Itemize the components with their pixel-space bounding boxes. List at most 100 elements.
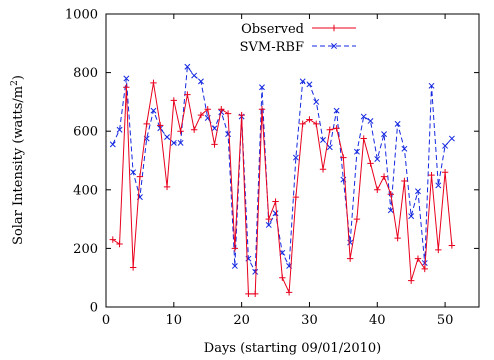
data-point [211, 125, 218, 132]
y-tick-label: 0 [90, 301, 98, 316]
data-point [367, 160, 374, 167]
data-point [333, 125, 340, 132]
y-axis-label-superscript: 2 [10, 80, 20, 86]
series-observed [109, 79, 456, 298]
data-point [150, 79, 157, 87]
data-point [224, 110, 232, 117]
data-point [292, 154, 299, 161]
data-point [231, 245, 239, 252]
legend-marker [331, 43, 337, 49]
data-point [387, 190, 395, 198]
data-point [407, 277, 415, 284]
data-point [190, 126, 198, 133]
data-point [150, 107, 157, 114]
plot-marks [109, 63, 456, 298]
x-tick-label: 0 [102, 313, 110, 328]
data-point [320, 137, 326, 143]
data-point [306, 116, 313, 123]
x-axis-ticks: 0 10 20 30 40 50 [102, 14, 454, 328]
data-point [394, 120, 401, 127]
data-point [401, 145, 408, 152]
data-point [272, 198, 279, 205]
data-point [360, 113, 367, 120]
data-point [129, 264, 137, 271]
data-point [408, 213, 415, 220]
data-point [367, 117, 374, 124]
legend-marker [330, 24, 338, 32]
data-point [109, 141, 116, 148]
y-axis-label: Solar Intensity (watts/m2) [10, 75, 26, 245]
data-point [238, 111, 245, 119]
y-axis-label-main: Solar Intensity (watts/m [11, 86, 26, 245]
data-point [258, 106, 266, 113]
data-point [421, 265, 428, 273]
data-point [252, 290, 259, 298]
y-axis-ticks: 0 200 400 600 800 1000 [65, 8, 479, 316]
data-point [381, 131, 388, 138]
data-point [265, 222, 272, 228]
data-point [428, 82, 435, 89]
data-point [177, 128, 184, 135]
data-point [272, 210, 279, 217]
data-point [225, 131, 232, 138]
data-point [265, 215, 272, 223]
data-point [204, 106, 211, 113]
plot-frame [105, 13, 480, 308]
data-point [435, 182, 442, 189]
data-point [306, 81, 313, 88]
data-point [415, 188, 421, 195]
series-svm-rbf [109, 63, 455, 275]
data-point [197, 111, 205, 119]
data-point [143, 120, 150, 128]
data-point [191, 72, 198, 79]
data-point [116, 240, 123, 248]
data-point [353, 148, 360, 155]
data-point [252, 268, 259, 275]
data-point [340, 154, 347, 161]
data-point [435, 246, 442, 254]
data-point [333, 107, 340, 114]
x-axis-label: Days (starting 09/01/2010) [204, 341, 381, 356]
data-point [123, 84, 130, 91]
data-point [326, 144, 333, 151]
data-point [346, 255, 354, 262]
data-point [414, 255, 422, 262]
data-point [279, 274, 286, 281]
data-point [380, 173, 388, 180]
series-line [112, 65, 453, 274]
data-point [259, 84, 265, 91]
data-point [428, 171, 435, 179]
data-point [231, 263, 238, 269]
y-tick-label: 600 [73, 125, 98, 140]
data-point [326, 126, 333, 133]
x-tick-label: 40 [369, 313, 386, 328]
data-point [245, 290, 252, 298]
data-point [211, 141, 218, 148]
data-point [123, 75, 130, 82]
y-tick-label: 200 [73, 242, 98, 257]
legend-label: Observed [241, 22, 304, 37]
data-point [116, 126, 123, 133]
data-point [109, 236, 116, 243]
data-point [347, 239, 354, 246]
data-point [292, 193, 300, 201]
data-point [448, 135, 455, 142]
legend-label: SVM-RBF [240, 40, 304, 55]
data-point [448, 242, 456, 249]
data-point [136, 173, 144, 180]
data-point [299, 78, 306, 85]
data-point [130, 169, 137, 176]
y-tick-label: 400 [73, 183, 98, 198]
data-point [401, 177, 408, 185]
legend: Observed SVM-RBF [240, 22, 356, 55]
data-point [353, 215, 361, 223]
data-point [285, 289, 293, 296]
data-point [441, 169, 449, 176]
data-point [170, 97, 178, 104]
data-point [394, 234, 401, 242]
data-point [319, 166, 327, 173]
data-point [299, 120, 306, 128]
x-tick-label: 50 [437, 313, 454, 328]
data-point [163, 183, 171, 191]
y-axis-label-suffix: ) [11, 75, 26, 80]
